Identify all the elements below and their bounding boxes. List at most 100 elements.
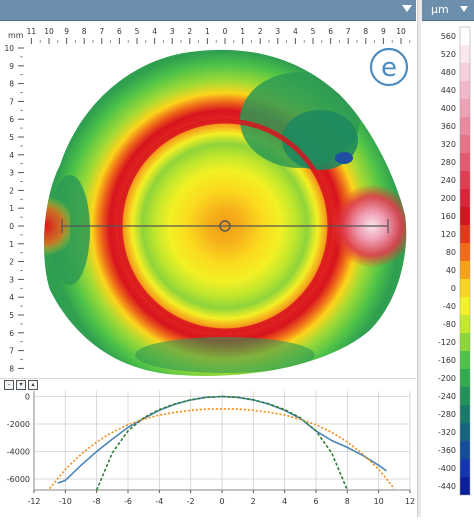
- legend-label: -240: [438, 392, 456, 401]
- legend-label: 560: [441, 32, 456, 41]
- x-tick-label: -12: [27, 497, 40, 506]
- legend-label: 200: [441, 194, 456, 203]
- legend-swatch: [460, 207, 470, 225]
- cornea-elevation-surface: [44, 49, 407, 376]
- logo: e: [369, 47, 409, 87]
- left-ruler-label: 1: [9, 240, 14, 249]
- x-tick-label: 6: [313, 497, 318, 506]
- legend-swatch: [460, 333, 470, 351]
- panel-splitter[interactable]: [417, 0, 422, 517]
- y-tick-label: -2000: [7, 420, 30, 429]
- top-ruler-label: 2: [258, 27, 263, 36]
- elevation-map-panel[interactable]: 11 10 9 8 7 6 5 4 3 2 1 0 1 2 3 4 5 6 7 8 9 10 10 9 8 7 6 5 4 3 2 1 0 1 2…: [0, 21, 416, 414]
- left-ruler-label: 1: [9, 204, 14, 213]
- left-ruler-label: 2: [9, 258, 14, 267]
- top-ruler-label: 7: [99, 27, 104, 36]
- x-tick-label: 8: [345, 497, 350, 506]
- top-ruler-label: 9: [64, 27, 69, 36]
- top-ruler-label: 1: [205, 27, 210, 36]
- top-ruler-label: 5: [135, 27, 140, 36]
- x-tick-label: 2: [251, 497, 256, 506]
- legend-label: -40: [443, 302, 456, 311]
- y-tick-label: -6000: [7, 475, 30, 484]
- top-ruler-label: 6: [117, 27, 122, 36]
- x-tick-label: 10: [374, 497, 384, 506]
- top-ruler-label: 3: [170, 27, 175, 36]
- legend-swatch: [460, 135, 470, 153]
- legend-swatch: [460, 315, 470, 333]
- legend-swatch: [460, 459, 470, 477]
- legend-label: 320: [441, 140, 456, 149]
- legend-label: -160: [438, 356, 456, 365]
- legend-label: 480: [441, 68, 456, 77]
- legend-swatch: [460, 99, 470, 117]
- x-tick-label: 4: [282, 497, 287, 506]
- chevron-down-icon[interactable]: [460, 6, 468, 12]
- left-ruler-label: 0: [9, 222, 14, 231]
- top-ruler-label: 0: [223, 27, 228, 36]
- left-ruler-label: 7: [9, 347, 14, 356]
- legend-label: 520: [441, 50, 456, 59]
- legend-swatch: [460, 405, 470, 423]
- legend-swatch: [460, 279, 470, 297]
- legend-swatch: [460, 225, 470, 243]
- legend-swatch: [460, 153, 470, 171]
- chevron-down-icon[interactable]: [402, 5, 412, 12]
- y-tick-label: 0: [25, 393, 30, 402]
- legend-label: 440: [441, 86, 456, 95]
- legend-swatch: [460, 297, 470, 315]
- legend-label: -400: [438, 464, 456, 473]
- legend-swatch: [460, 117, 470, 135]
- settings-icon[interactable]: ▴: [28, 380, 38, 390]
- series-line-1: [95, 395, 349, 491]
- x-tick-label: -10: [59, 497, 72, 506]
- left-ruler-label: 3: [9, 169, 14, 178]
- legend-label: -320: [438, 428, 456, 437]
- mm-unit-label: mm: [8, 31, 24, 40]
- legend-swatch: [460, 477, 470, 495]
- legend-label: 160: [441, 212, 456, 221]
- legend-label: -360: [438, 446, 456, 455]
- left-ruler-label: 8: [9, 80, 14, 89]
- elevation-map[interactable]: 11 10 9 8 7 6 5 4 3 2 1 0 1 2 3 4 5 6 7 8 9 10 10987654321012…: [0, 21, 416, 414]
- top-ruler-label: 8: [82, 27, 87, 36]
- legend-label: -80: [443, 320, 456, 329]
- profile-chart: 0 -2000 -4000 -6000 -12 -10 -8 -6 -4 -2 0 2 4 6 8 10 12: [7, 391, 415, 506]
- legend-header-bar[interactable]: µm: [421, 0, 474, 21]
- legend-swatch: [460, 369, 470, 387]
- color-scale-legend: 560 520 480 440 400 360 320 280 240 200 160 120 80 40…: [421, 21, 474, 517]
- dropdown-icon[interactable]: ▾: [16, 380, 26, 390]
- legend-swatch: [460, 441, 470, 459]
- legend-label: 280: [441, 158, 456, 167]
- legend-label: 400: [441, 104, 456, 113]
- legend-swatch: [460, 243, 470, 261]
- legend-label: 360: [441, 122, 456, 131]
- top-ruler-label: 8: [363, 27, 368, 36]
- legend-label: -120: [438, 338, 456, 347]
- x-tick-label: -4: [155, 497, 163, 506]
- top-ruler-label: 11: [27, 27, 37, 36]
- top-ruler-label: 4: [293, 27, 298, 36]
- apex-marker: [219, 220, 231, 232]
- left-ruler-label: 4: [9, 293, 14, 302]
- left-ruler-label: 4: [9, 151, 14, 160]
- legend-swatch: [460, 261, 470, 279]
- collapse-icon[interactable]: –: [4, 380, 14, 390]
- x-tick-label: 12: [405, 497, 415, 506]
- left-ruler-label: 6: [9, 329, 14, 338]
- x-tick-label: 0: [219, 497, 224, 506]
- series-line-0: [57, 395, 387, 484]
- top-ruler-label: 10: [44, 27, 54, 36]
- top-ruler-label: 7: [346, 27, 351, 36]
- map-header-bar: [0, 0, 416, 21]
- legend-label: 0: [451, 284, 456, 293]
- top-ruler-label: 9: [381, 27, 386, 36]
- left-ruler-label: 9: [9, 62, 14, 71]
- x-tick-label: -6: [124, 497, 132, 506]
- legend-swatch: [460, 423, 470, 441]
- legend-label: 80: [446, 248, 456, 257]
- svg-text:e: e: [381, 53, 397, 83]
- left-ruler-label: 5: [9, 133, 14, 142]
- top-ruler: 11 10 9 8 7 6 5 4 3 2 1 0 1 2 3 4 5 6 7 8 9 10: [27, 27, 411, 44]
